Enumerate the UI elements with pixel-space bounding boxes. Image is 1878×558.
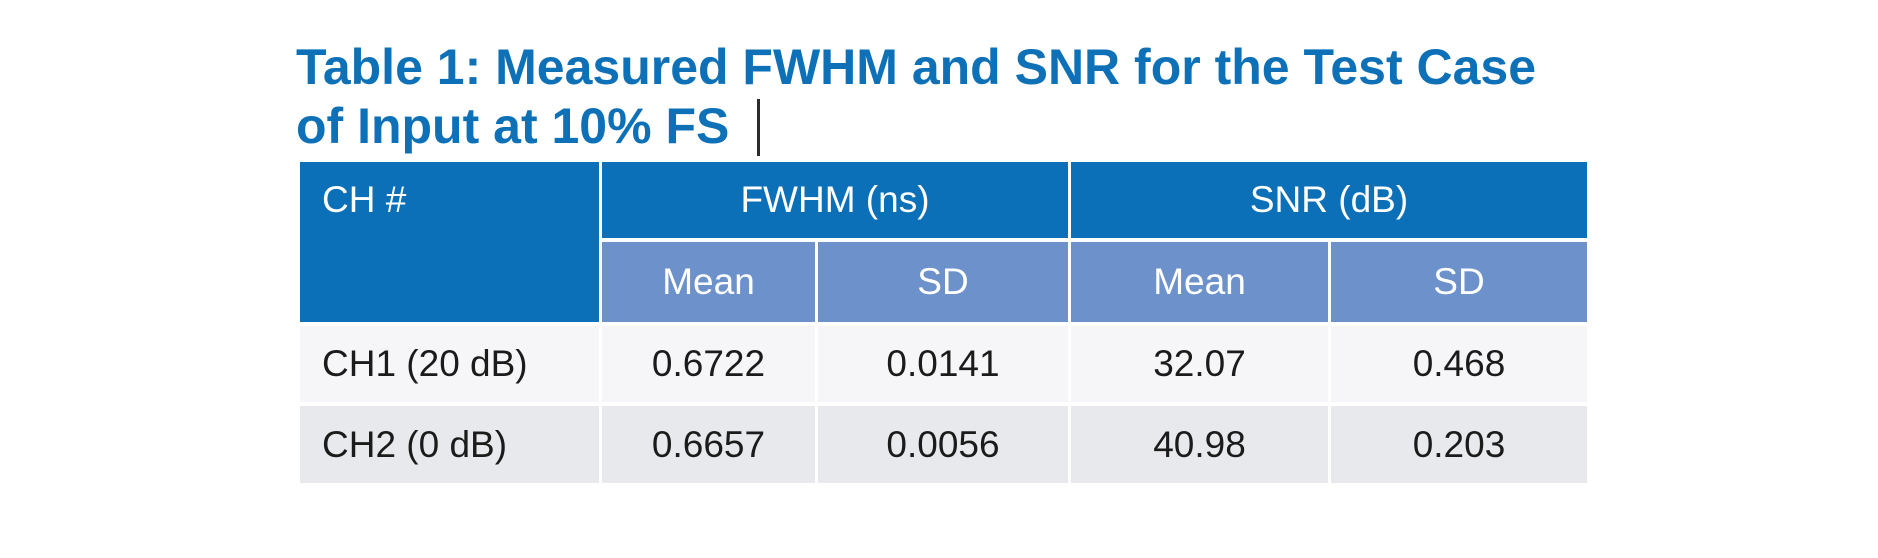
row-ch2-fwhm-sd[interactable]: 0.0056	[818, 406, 1068, 483]
row-ch2-label[interactable]: CH2 (0 dB)	[300, 406, 599, 483]
row-ch2-snr-mean[interactable]: 40.98	[1071, 406, 1328, 483]
subheader-fwhm-sd[interactable]: SD	[818, 242, 1068, 322]
row-ch1-label[interactable]: CH1 (20 dB)	[300, 326, 599, 402]
row-ch2-fwhm-mean[interactable]: 0.6657	[602, 406, 815, 483]
row-ch2-snr-sd[interactable]: 0.203	[1331, 406, 1587, 483]
measurement-table: CH # FWHM (ns) SNR (dB) Mean SD Mean SD …	[300, 162, 1587, 483]
subheader-snr-sd[interactable]: SD	[1331, 242, 1587, 322]
subheader-fwhm-mean[interactable]: Mean	[602, 242, 815, 322]
column-header-fwhm[interactable]: FWHM (ns)	[602, 162, 1068, 238]
subheader-snr-mean[interactable]: Mean	[1071, 242, 1328, 322]
row-ch1-fwhm-mean[interactable]: 0.6722	[602, 326, 815, 402]
row-ch1-snr-sd[interactable]: 0.468	[1331, 326, 1587, 402]
column-header-ch[interactable]: CH #	[300, 162, 599, 322]
table-caption[interactable]: Table 1: Measured FWHM and SNR for the T…	[296, 39, 1537, 154]
row-ch1-snr-mean[interactable]: 32.07	[1071, 326, 1328, 402]
row-ch1-fwhm-sd[interactable]: 0.0141	[818, 326, 1068, 402]
column-header-snr[interactable]: SNR (dB)	[1071, 162, 1587, 238]
text-cursor	[757, 99, 760, 156]
